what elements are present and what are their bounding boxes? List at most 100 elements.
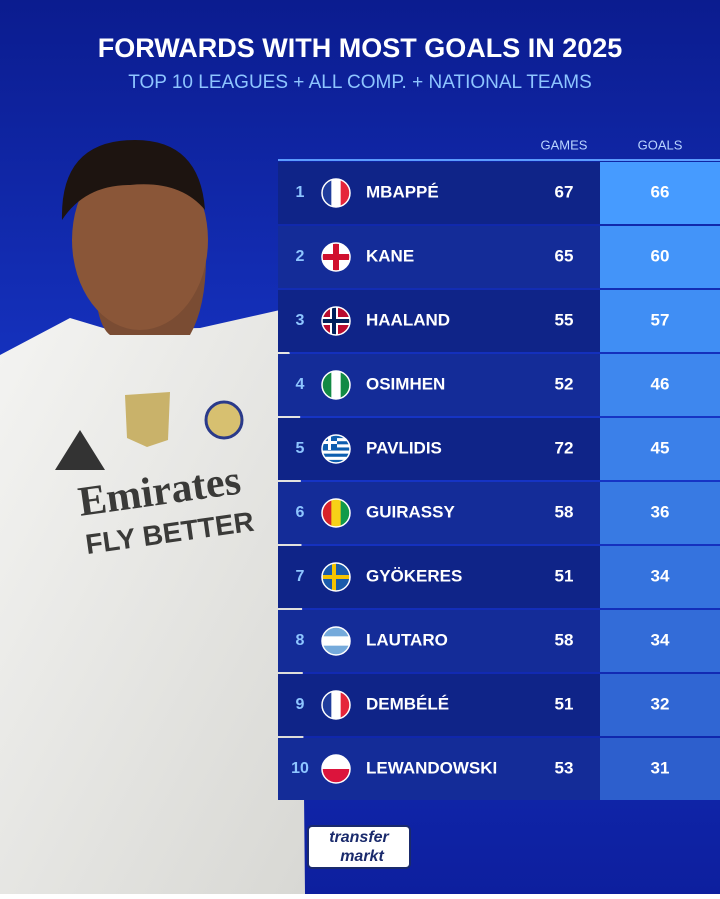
- flag-cross: [322, 441, 337, 444]
- badge: [125, 392, 170, 447]
- goals: 57: [651, 310, 670, 329]
- flag: [322, 371, 350, 399]
- goals-cell: [600, 610, 720, 672]
- rank: 3: [296, 312, 305, 329]
- flag: [322, 627, 350, 655]
- table-row: 8 LAUTARO 58 34: [278, 610, 720, 672]
- player-name: PAVLIDIS: [366, 438, 442, 457]
- rank: 5: [296, 440, 305, 457]
- flag: [322, 499, 350, 527]
- flag-stripe: [322, 371, 332, 399]
- rank: 9: [296, 696, 305, 713]
- player-name: MBAPPÉ: [366, 182, 439, 201]
- flag-stripe: [322, 645, 350, 655]
- flag-ring: [321, 626, 351, 656]
- goals-cell: [600, 482, 720, 544]
- goals-cell: [600, 290, 720, 352]
- games: 72: [555, 438, 574, 457]
- player-name: LEWANDOWSKI: [366, 758, 497, 777]
- flag-cross: [322, 254, 350, 260]
- flag-stripe: [322, 453, 350, 458]
- flag-stripe: [322, 459, 350, 463]
- table-row: 6 GUIRASSY 58 36: [278, 482, 720, 544]
- rank: 1: [296, 184, 305, 201]
- goals: 60: [651, 246, 670, 265]
- flag-ring: [321, 754, 351, 784]
- player-name: DEMBÉLÉ: [366, 694, 449, 713]
- table-row: 4 OSIMHEN 52 46: [278, 354, 720, 416]
- goals-cell: [600, 354, 720, 416]
- flag: [322, 307, 350, 335]
- flag-stripe: [340, 499, 350, 527]
- rank: 7: [296, 568, 305, 585]
- goals: 34: [651, 566, 670, 585]
- games: 58: [555, 630, 574, 649]
- flag-stripe: [322, 627, 350, 637]
- goals: 34: [651, 630, 670, 649]
- flag: [322, 179, 350, 207]
- games: 53: [555, 758, 574, 777]
- flag: [322, 691, 350, 719]
- flag-ring: [321, 178, 351, 208]
- flag: [322, 435, 350, 463]
- table-row: 5 PAVLIDIS 72 45: [278, 418, 720, 480]
- games: 52: [555, 374, 574, 393]
- logo-line1: transfer: [329, 829, 389, 846]
- games: 55: [555, 310, 574, 329]
- flag-stripe: [340, 371, 350, 399]
- table-row: 7 GYÖKERES 51 34: [278, 546, 720, 608]
- goals-cell: [600, 738, 720, 800]
- goals: 66: [651, 182, 670, 201]
- subtitle: TOP 10 LEAGUES + ALL COMP. + NATIONAL TE…: [128, 72, 592, 93]
- rank: 4: [296, 376, 305, 393]
- games: 65: [555, 246, 574, 265]
- games: 51: [555, 694, 574, 713]
- player-name: KANE: [366, 246, 414, 265]
- logo-line2: markt: [340, 848, 384, 865]
- flag-ring: [321, 306, 351, 336]
- table-row: 3 HAALAND 55 57: [278, 290, 720, 352]
- flag-stripe: [322, 499, 332, 527]
- flag-stripe: [322, 691, 332, 719]
- column-header: GOALS: [638, 137, 683, 152]
- flag-stripe: [322, 755, 350, 769]
- flag-ring: [321, 690, 351, 720]
- goals: 31: [651, 758, 670, 777]
- player-name: GUIRASSY: [366, 502, 455, 521]
- goals: 45: [651, 438, 670, 457]
- table-row: 9 DEMBÉLÉ 51 32: [278, 674, 720, 736]
- table-row: 1 MBAPPÉ 67 66: [278, 162, 720, 224]
- flag-ring: [321, 242, 351, 272]
- logo-box: [307, 825, 411, 869]
- player-name: HAALAND: [366, 310, 450, 329]
- goals-cell: [600, 162, 720, 224]
- goals-cell: [600, 418, 720, 480]
- flag-stripe: [322, 450, 350, 454]
- games: 67: [555, 182, 574, 201]
- games: 58: [555, 502, 574, 521]
- goals: 46: [651, 374, 670, 393]
- games: 51: [555, 566, 574, 585]
- flag-stripe: [322, 769, 350, 783]
- flag-stripe: [331, 179, 342, 207]
- flag: [322, 755, 350, 783]
- flag-stripe: [322, 456, 350, 461]
- flag-stripe: [340, 691, 350, 719]
- goals: 32: [651, 694, 670, 713]
- flag-stripe: [340, 179, 350, 207]
- flag-stripe: [331, 499, 342, 527]
- flag: [322, 243, 350, 271]
- head: [72, 150, 208, 330]
- rank: 6: [296, 504, 305, 521]
- player-name: LAUTARO: [366, 630, 448, 649]
- flag-ring: [321, 498, 351, 528]
- player-name: GYÖKERES: [366, 566, 462, 585]
- flag-ring: [321, 434, 351, 464]
- flag-cross: [322, 319, 350, 323]
- flag-stripe: [331, 691, 342, 719]
- goals-cell: [600, 674, 720, 736]
- goals: 36: [651, 502, 670, 521]
- column-header: GAMES: [541, 137, 588, 152]
